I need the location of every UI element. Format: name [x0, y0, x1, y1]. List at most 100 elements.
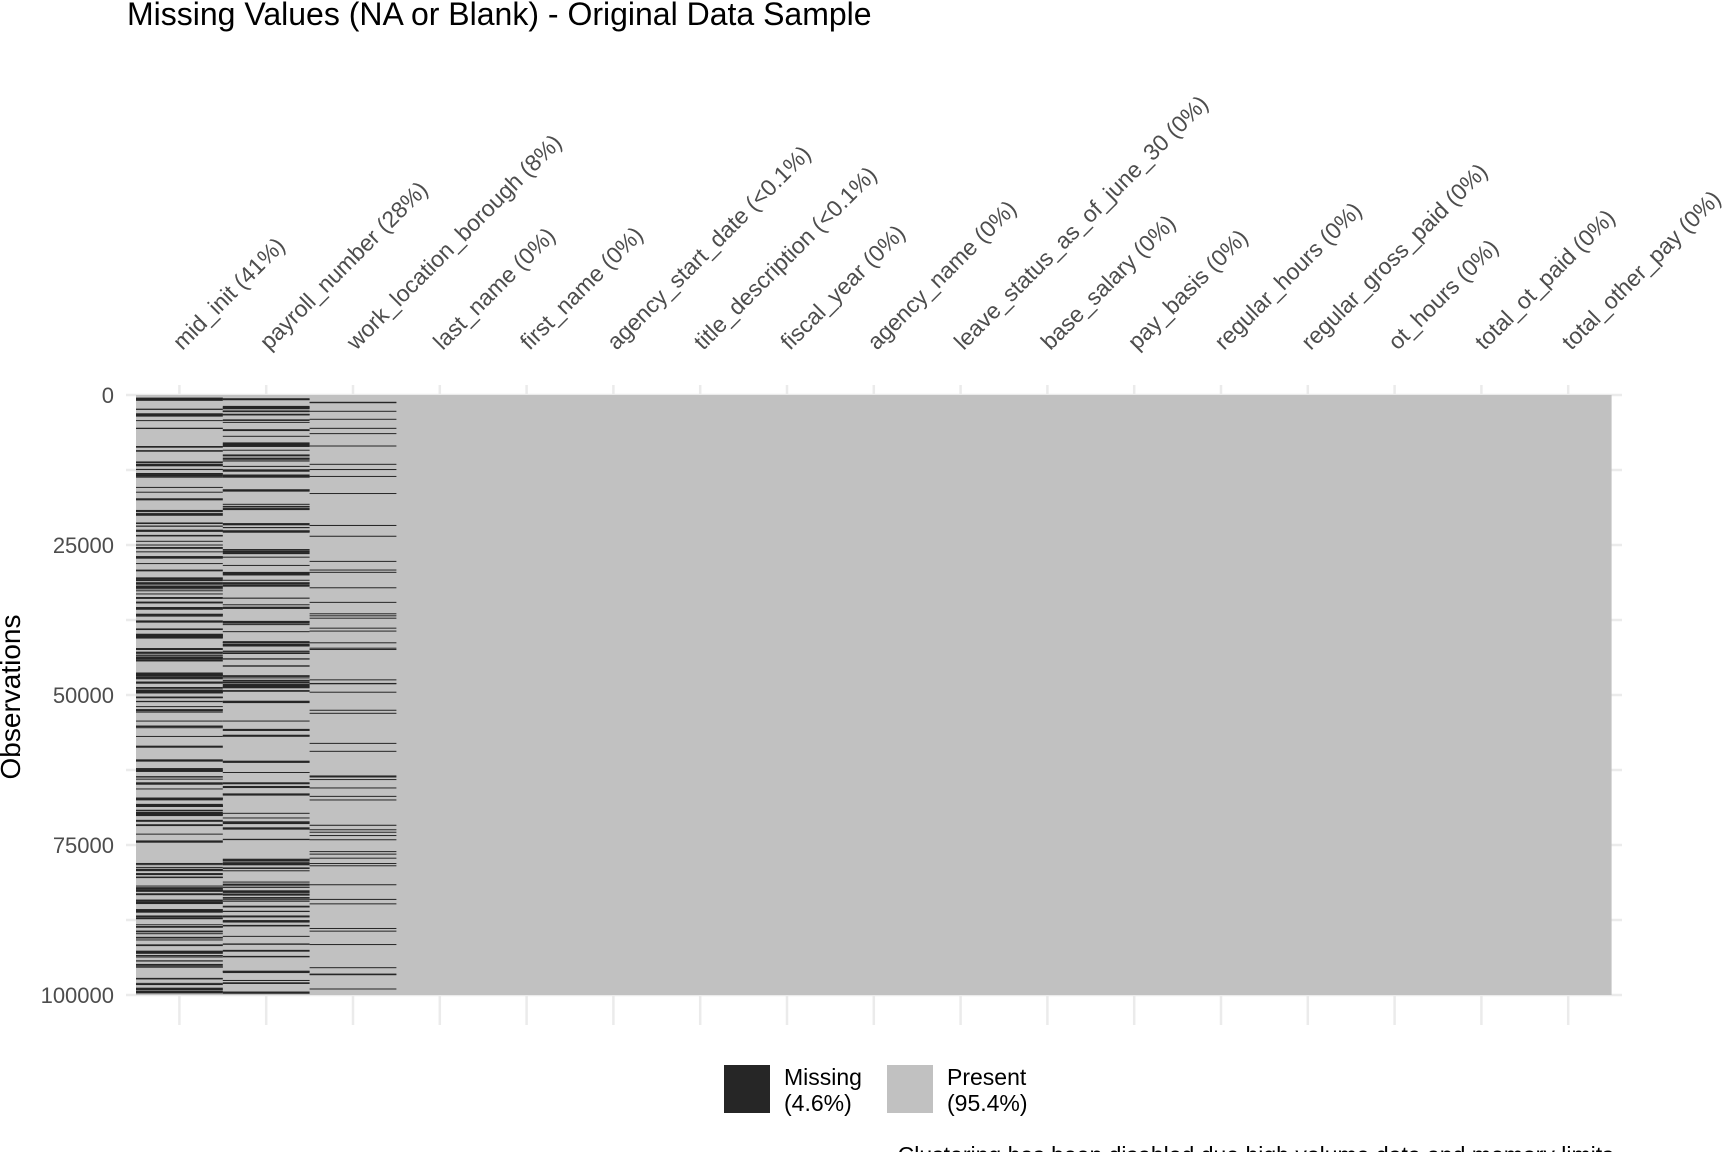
missing-cell	[136, 811, 223, 814]
missing-cell	[222, 624, 310, 626]
missing-cell	[222, 910, 310, 912]
missing-cell	[309, 615, 397, 617]
missing-cell	[136, 910, 223, 913]
missing-cell	[136, 586, 223, 589]
missing-cell	[136, 864, 223, 866]
missing-cell	[222, 571, 310, 574]
missing-cell	[136, 700, 223, 703]
missing-cell	[136, 446, 223, 448]
missing-cell	[222, 449, 310, 451]
missing-cell	[136, 902, 223, 905]
missing-cell	[136, 778, 223, 780]
missing-cell	[309, 560, 397, 562]
y-tick-label: 50000	[53, 683, 114, 708]
missing-cell	[309, 433, 397, 435]
missing-cell	[309, 839, 397, 841]
missing-cell	[222, 920, 310, 923]
missing-cell	[136, 939, 223, 941]
missing-cell	[222, 979, 310, 982]
missing-cell	[136, 960, 223, 962]
column-label: agency_name (0%)	[862, 195, 1021, 354]
missing-cell	[222, 445, 310, 447]
caption: Clustering has been disabled due high vo…	[898, 1142, 1620, 1152]
missing-cell	[136, 674, 223, 677]
missing-cell	[222, 785, 310, 789]
y-tick-labels: 0 25000 50000 75000 100000	[41, 383, 114, 1008]
missing-cell	[309, 709, 397, 711]
missing-cell	[309, 712, 397, 714]
missing-cell	[136, 601, 223, 604]
missing-cell	[136, 525, 223, 527]
missing-cell	[309, 865, 397, 867]
missing-cell	[136, 711, 223, 713]
missing-cell	[309, 824, 397, 826]
missing-cell	[136, 735, 223, 737]
missing-cell	[222, 700, 310, 704]
missing-cell	[136, 782, 223, 785]
missing-cell	[309, 642, 397, 644]
missing-cell	[136, 706, 223, 708]
missing-cell	[136, 933, 223, 935]
missing-cell	[309, 630, 397, 632]
missing-cell	[222, 442, 310, 445]
legend-key-missing	[724, 1065, 770, 1113]
missing-cell	[136, 681, 223, 683]
legend: Missing(4.6%) Present(95.4%)	[724, 1064, 1028, 1116]
missing-cell	[136, 399, 223, 401]
missing-cell	[222, 681, 310, 684]
legend-key-present	[887, 1065, 933, 1113]
missing-cell	[222, 863, 310, 866]
missing-cell	[136, 408, 223, 410]
missing-cell	[136, 909, 223, 911]
missing-cell	[222, 644, 310, 647]
missing-cell	[222, 410, 310, 413]
missing-cell	[309, 927, 397, 929]
missing-cell	[136, 563, 223, 565]
missing-cell	[222, 728, 310, 731]
missing-cell	[222, 643, 310, 646]
missing-cell	[222, 604, 310, 606]
missing-cell	[136, 672, 223, 675]
missing-cell	[222, 905, 310, 908]
missing-cell	[309, 779, 397, 781]
missing-cell	[309, 524, 397, 526]
missing-cell	[222, 675, 310, 677]
missing-cell	[136, 476, 223, 478]
missing-cell	[222, 621, 310, 624]
missing-cell	[309, 903, 397, 905]
missing-cell	[222, 679, 310, 682]
missing-cell	[222, 584, 310, 587]
missing-cell	[136, 691, 223, 694]
missing-cell	[222, 476, 310, 478]
missing-cell	[222, 771, 310, 773]
missing-cell	[136, 797, 223, 801]
missing-cell	[136, 620, 223, 622]
missing-cell	[222, 685, 310, 689]
column-label: regular_hours (0%)	[1209, 197, 1367, 355]
missing-cell	[222, 552, 310, 555]
missing-cell	[136, 613, 223, 616]
missing-cell	[222, 454, 310, 457]
missing-cell	[136, 745, 223, 748]
missing-cell	[136, 582, 223, 584]
missing-cell	[136, 910, 223, 912]
missing-cell	[222, 556, 310, 558]
missing-cell	[136, 540, 223, 542]
missing-cell	[309, 649, 397, 651]
missing-cell	[222, 413, 310, 416]
missing-cell	[136, 956, 223, 958]
missing-cell	[136, 991, 223, 994]
missing-cell	[136, 593, 223, 595]
missing-cell	[222, 429, 310, 432]
missing-cell	[136, 866, 223, 868]
missing-cell	[136, 696, 223, 698]
missing-cell	[222, 579, 310, 581]
missing-cell	[136, 427, 223, 430]
missing-cell	[309, 863, 397, 865]
missing-cell	[309, 776, 397, 778]
y-axis-title: Observations	[0, 615, 26, 780]
missing-cell	[222, 573, 310, 576]
missing-cell	[222, 465, 310, 467]
missing-cell	[222, 474, 310, 477]
